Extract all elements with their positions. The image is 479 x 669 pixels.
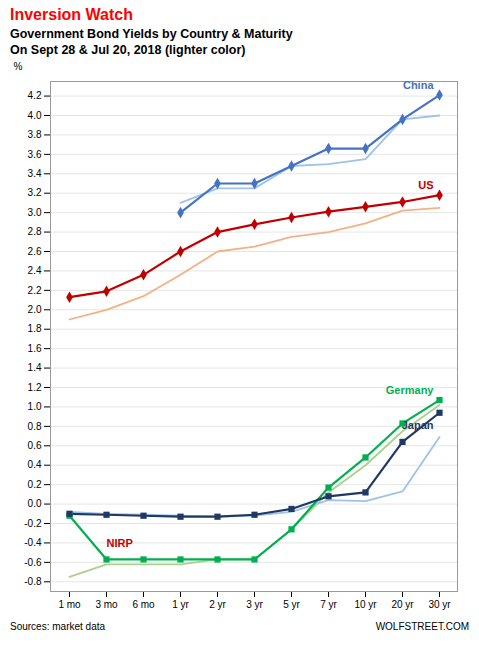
html-text:Inversion Watch: Inversion Watch [10, 6, 133, 23]
svg-text:20 yr: 20 yr [391, 599, 414, 610]
svg-text:1.8: 1.8 [28, 323, 42, 334]
svg-text:0.4: 0.4 [28, 459, 42, 470]
svg-text:Germany: Germany [386, 384, 435, 396]
svg-text:6 mo: 6 mo [132, 599, 155, 610]
svg-text:7 yr: 7 yr [320, 599, 337, 610]
svg-text:10 yr: 10 yr [354, 599, 377, 610]
svg-text:2.4: 2.4 [28, 265, 42, 276]
svg-text:2.6: 2.6 [28, 246, 42, 257]
svg-text:5 yr: 5 yr [283, 599, 300, 610]
svg-text:1 mo: 1 mo [58, 599, 81, 610]
html-text:On Sept 28 & Jul 20, 2018 (lig: On Sept 28 & Jul 20, 2018 (lighter color… [10, 43, 246, 57]
svg-text:0.8: 0.8 [28, 421, 42, 432]
html-text:Sources: market data: Sources: market data [10, 621, 105, 632]
svg-text:-0.6: -0.6 [24, 557, 42, 568]
svg-text:Japan: Japan [402, 419, 434, 431]
svg-text:30 yr: 30 yr [428, 599, 451, 610]
svg-text:-0.2: -0.2 [24, 518, 42, 529]
svg-text:2.8: 2.8 [28, 226, 42, 237]
svg-text:3.0: 3.0 [28, 207, 42, 218]
svg-text:4.0: 4.0 [28, 110, 42, 121]
svg-text:0.2: 0.2 [28, 479, 42, 490]
svg-text:3.2: 3.2 [28, 187, 42, 198]
html-text:WOLFSTREET.COM: WOLFSTREET.COM [375, 621, 469, 632]
svg-text:China: China [403, 79, 434, 91]
svg-text:0.0: 0.0 [28, 498, 42, 509]
svg-text:3 yr: 3 yr [246, 599, 263, 610]
svg-text:3.4: 3.4 [28, 168, 42, 179]
svg-text:1.2: 1.2 [28, 382, 42, 393]
svg-text:-0.4: -0.4 [24, 537, 42, 548]
svg-text:2.0: 2.0 [28, 304, 42, 315]
svg-text:3.6: 3.6 [28, 149, 42, 160]
svg-text:0.6: 0.6 [28, 440, 42, 451]
svg-text:NIRP: NIRP [107, 537, 133, 549]
svg-text:-0.8: -0.8 [24, 576, 42, 587]
svg-text:1.4: 1.4 [28, 362, 42, 373]
svg-text:2.2: 2.2 [28, 285, 42, 296]
svg-text:1.0: 1.0 [28, 401, 42, 412]
svg-text:2 yr: 2 yr [209, 599, 226, 610]
svg-text:US: US [418, 179, 433, 191]
svg-text:%: % [14, 61, 23, 72]
html-text:Government Bond Yields by Coun: Government Bond Yields by Country & Matu… [10, 27, 293, 41]
svg-text:1.6: 1.6 [28, 343, 42, 354]
svg-text:3 mo: 3 mo [95, 599, 118, 610]
svg-text:4.2: 4.2 [28, 90, 42, 101]
svg-text:3.8: 3.8 [28, 129, 42, 140]
svg-text:1 yr: 1 yr [172, 599, 189, 610]
